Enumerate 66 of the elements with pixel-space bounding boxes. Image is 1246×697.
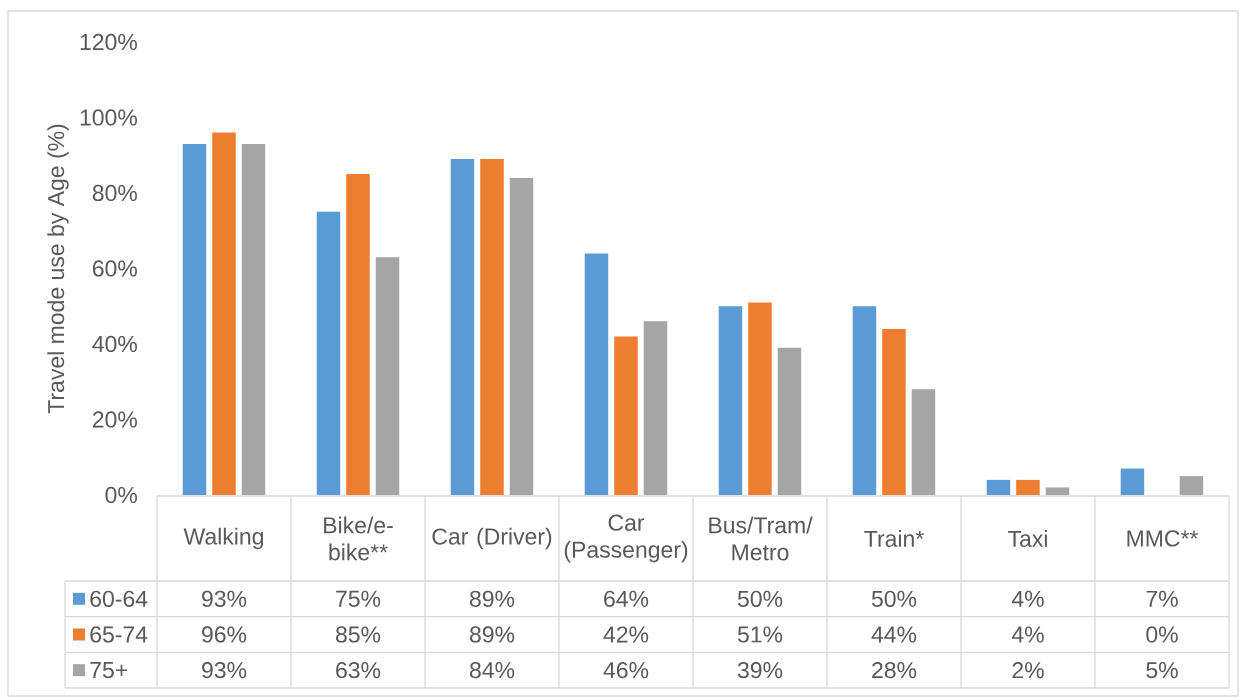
bar [1179,476,1204,495]
bar [450,159,475,495]
data-label: 7% [1146,590,1178,607]
data-label: 85% [335,626,381,643]
y-tick-label: 120% [80,33,137,51]
y-tick-label: 40% [92,335,137,353]
legend-label: 60-64 [90,590,148,607]
x-tick-label: Bike/e-bike** [324,516,393,561]
x-tick-label: MMC** [1127,530,1199,547]
y-tick-label: 80% [92,184,137,202]
data-label: 39% [737,662,783,679]
x-tick-label: Car (Driver) [432,527,552,550]
bar [1120,468,1145,495]
bar [212,132,236,495]
bar [375,257,400,495]
y-tick-label: 0% [105,486,137,504]
data-label: 64% [604,590,649,607]
x-tick-label: Bus/Tram/Metro [709,516,813,561]
data-label: 50% [871,590,917,607]
data-label: 4% [1011,590,1044,607]
bar [584,253,609,495]
data-label: 75% [336,590,381,607]
y-tick-label: 100% [80,109,137,126]
bar [182,143,207,495]
bar [718,306,743,495]
bar [643,321,668,495]
bar [911,389,936,495]
data-label: 2% [1012,662,1044,679]
bar [614,336,638,495]
data-label: 28% [872,662,917,679]
data-label: 93% [202,662,247,679]
y-axis-title: Travel mode use by Age (%) [47,124,69,414]
data-label: 63% [336,662,381,679]
bar [480,159,504,495]
data-label: 46% [603,662,649,679]
bar [509,177,534,495]
x-tick-label: Taxi [1008,530,1047,547]
bar [852,306,877,495]
data-label: 5% [1146,662,1178,679]
y-tick-label: 20% [92,411,137,428]
bar [1045,487,1070,495]
data-label: 89% [469,626,515,643]
data-label: 4% [1011,626,1044,643]
data-label: 84% [469,662,515,679]
data-label: 96% [202,626,247,643]
x-tick-label: Walking [183,527,263,550]
x-tick-label: Train* [864,530,924,547]
bar [1016,479,1040,495]
data-label: 89% [469,590,515,607]
bar [346,174,370,495]
data-label: 50% [737,590,783,607]
y-tick-label: 60% [92,260,137,277]
data-label: 51% [737,626,783,643]
data-label: 42% [603,626,649,643]
data-label: 93% [202,590,247,607]
bar [748,302,772,495]
legend-label: 75+ [90,662,128,679]
bar [777,347,802,495]
bar [986,479,1011,495]
data-label: 0% [1146,626,1178,643]
x-tick-label: Car (Passenger) [564,514,688,563]
legend-label: 65-74 [90,626,148,643]
bar [882,328,906,495]
bar [316,211,341,495]
data-label: 44% [871,626,917,643]
bar [241,143,266,495]
